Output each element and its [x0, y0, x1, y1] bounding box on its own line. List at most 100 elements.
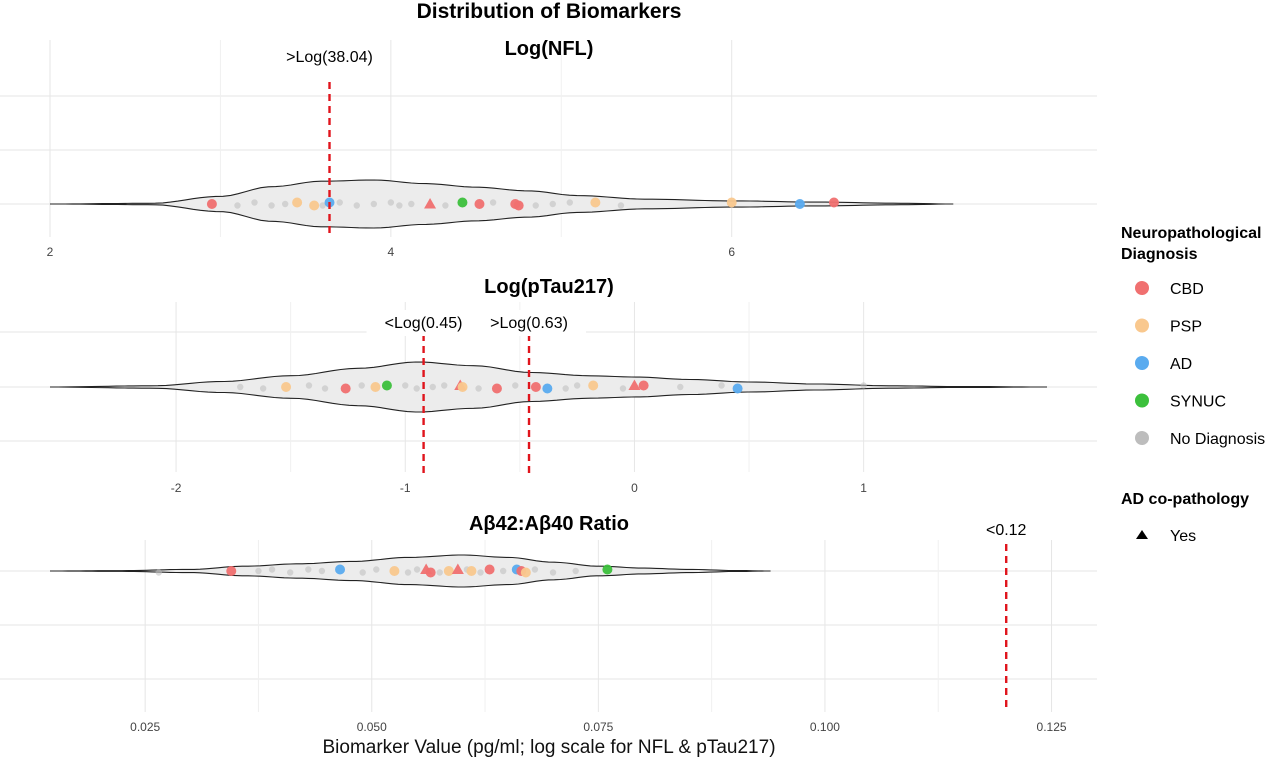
legend-label: PSP: [1170, 319, 1202, 336]
legend-swatch-psp: [1135, 318, 1149, 333]
data-point-ad: [542, 383, 553, 394]
data-point-cbd: [206, 199, 217, 209]
legend-color-items: CBD PSP AD SYNUC No Diagnosis: [1135, 281, 1265, 448]
x-axis-label: Biomarker Value (pg/ml; log scale for NF…: [322, 737, 775, 758]
legend-label: SYNUC: [1170, 394, 1226, 411]
data-point-psp: [281, 382, 292, 392]
panel-3: Aβ42:Aβ40 Ratio <0.12 0.025 0.050 0.075 0.100…: [0, 513, 1097, 734]
legend-shape-title: AD co-pathology: [1121, 491, 1249, 508]
panels: Log(NFL) >Log(38.04) 2 4 6 Log(pTau217) <Log(0…: [0, 38, 1097, 734]
data-point-no-diagnosis: [860, 382, 867, 389]
data-point-cbd-triangle: [628, 379, 641, 390]
data-point-no-diagnosis: [549, 200, 556, 208]
data-point-no-diagnosis: [336, 199, 343, 206]
data-point-no-diagnosis: [358, 382, 365, 389]
data-point-no-diagnosis: [532, 202, 539, 209]
panel-1: Log(NFL) >Log(38.04) 2 4 6: [0, 38, 1097, 259]
x-tick-label: 0.125: [1037, 720, 1067, 734]
data-point-no-diagnosis: [353, 202, 360, 209]
cutoff-label-background: [472, 310, 587, 336]
data-point-ad: [794, 199, 805, 209]
data-points: [155, 563, 613, 578]
x-tick-label: 6: [728, 245, 735, 259]
data-point-synuc: [457, 197, 468, 208]
data-point-psp: [726, 197, 737, 208]
data-point-no-diagnosis: [402, 382, 409, 389]
data-point-no-diagnosis: [268, 202, 275, 209]
data-point-no-diagnosis: [259, 385, 267, 392]
data-point-psp: [309, 200, 320, 211]
cutoff-label: <0.12: [986, 522, 1027, 539]
data-point-no-diagnosis: [499, 567, 507, 575]
data-point-no-diagnosis: [562, 385, 569, 392]
legend-label: CBD: [1170, 281, 1204, 298]
cutoff-label-background: [366, 310, 481, 336]
data-point-no-diagnosis: [442, 202, 449, 209]
x-tick-label: 0.075: [583, 720, 613, 734]
data-point-synuc: [602, 564, 613, 575]
data-point-cbd: [484, 564, 495, 575]
data-point-no-diagnosis: [572, 567, 579, 575]
data-point-psp: [292, 197, 303, 208]
data-point-no-diagnosis: [475, 385, 482, 392]
x-tick-label: 0.100: [810, 720, 840, 734]
chart-title: Distribution of Biomarkers: [417, 0, 682, 23]
data-point-no-diagnosis: [268, 566, 276, 573]
data-point-no-diagnosis: [677, 383, 684, 391]
cutoff-label: >Log(0.63): [490, 315, 568, 332]
data-point-no-diagnosis: [512, 382, 519, 389]
legend-swatch-ad: [1135, 356, 1149, 370]
data-point-no-diagnosis: [718, 382, 725, 389]
data-point-no-diagnosis: [387, 199, 395, 206]
data-point-cbd: [638, 380, 649, 391]
legend-label: Yes: [1170, 528, 1196, 545]
panel-2: Log(pTau217) <Log(0.45) >Log(0.63) -2 -1 0 1: [0, 276, 1097, 495]
data-point-no-diagnosis: [255, 567, 262, 575]
data-point-cbd: [226, 566, 237, 576]
cutoff-label: <Log(0.45): [385, 315, 463, 332]
data-point-no-diagnosis: [531, 566, 539, 573]
data-point-no-diagnosis: [321, 385, 329, 392]
x-tick-label: 4: [388, 245, 395, 259]
x-tick-label: 0.050: [357, 720, 387, 734]
data-point-no-diagnosis: [549, 569, 557, 576]
data-point-no-diagnosis: [305, 382, 313, 389]
data-point-no-diagnosis: [441, 382, 448, 389]
data-point-psp: [389, 566, 400, 576]
legend-shape-items: Yes: [1136, 528, 1196, 545]
data-point-psp: [443, 566, 454, 576]
legend-color-title-line1: Neuropathological: [1121, 225, 1261, 242]
data-point-no-diagnosis: [396, 202, 403, 209]
data-point-psp: [588, 380, 599, 391]
data-point-synuc: [381, 380, 392, 391]
data-point-cbd-triangle: [424, 198, 437, 209]
data-point-cbd: [530, 382, 541, 392]
legend: Neuropathological Diagnosis CBD PSP AD SYNU…: [1121, 225, 1265, 545]
data-point-no-diagnosis: [373, 566, 380, 573]
data-point-no-diagnosis: [429, 383, 436, 391]
x-tick-label: 0: [631, 481, 638, 495]
data-point-no-diagnosis: [359, 569, 366, 576]
data-point-no-diagnosis: [305, 566, 312, 573]
legend-color-title-line2: Diagnosis: [1121, 246, 1198, 263]
data-point-cbd: [491, 383, 502, 394]
data-point-cbd: [425, 567, 436, 578]
data-point-cbd: [513, 200, 524, 211]
legend-swatch-synuc: [1135, 393, 1149, 408]
data-point-no-diagnosis: [477, 569, 484, 576]
legend-swatch-no-diagnosis: [1135, 431, 1149, 445]
data-points: [206, 197, 839, 211]
data-point-psp: [520, 567, 531, 578]
data-point-no-diagnosis: [436, 569, 443, 576]
data-point-psp: [466, 566, 477, 576]
data-point-no-diagnosis: [370, 200, 378, 208]
data-point-cbd: [828, 197, 839, 208]
x-tick-label: 1: [860, 481, 867, 495]
data-point-psp: [457, 382, 468, 392]
data-point-cbd: [474, 199, 485, 209]
panel-title: Aβ42:Aβ40 Ratio: [469, 513, 629, 535]
data-point-no-diagnosis: [619, 385, 627, 392]
legend-label: AD: [1170, 356, 1192, 373]
data-point-no-diagnosis: [573, 382, 581, 389]
